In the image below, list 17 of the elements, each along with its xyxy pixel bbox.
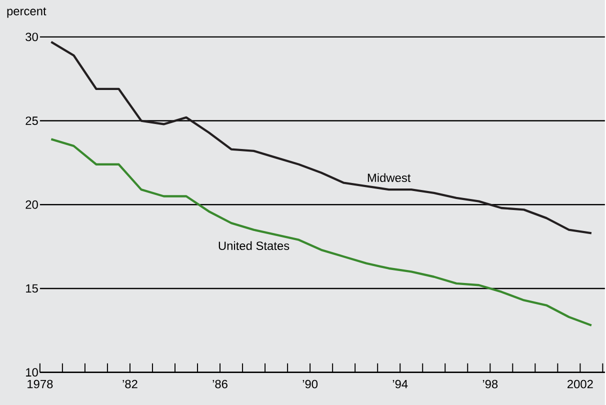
x-tick-label: ’90 [302, 380, 318, 388]
y-tick-label: 20 [26, 200, 38, 209]
y-tick-label: 30 [26, 32, 38, 42]
x-tick-label: ’94 [392, 380, 408, 388]
line-series [50, 138, 593, 326]
x-tick-label: ’98 [482, 380, 498, 388]
y-tick-label: 10 [26, 368, 38, 376]
line-series [50, 40, 593, 234]
x-tick-label: 1978 [28, 380, 53, 388]
series-label: Midwest [368, 173, 411, 182]
y-axis-title: percent [7, 7, 46, 18]
y-tick-label: 25 [26, 116, 38, 125]
y-tick-label: 15 [26, 284, 38, 293]
x-tick-label: ’86 [212, 380, 228, 388]
series-label: United States [218, 241, 290, 250]
x-tick-label: 2002 [568, 380, 593, 388]
x-tick-label: ’82 [122, 380, 138, 388]
